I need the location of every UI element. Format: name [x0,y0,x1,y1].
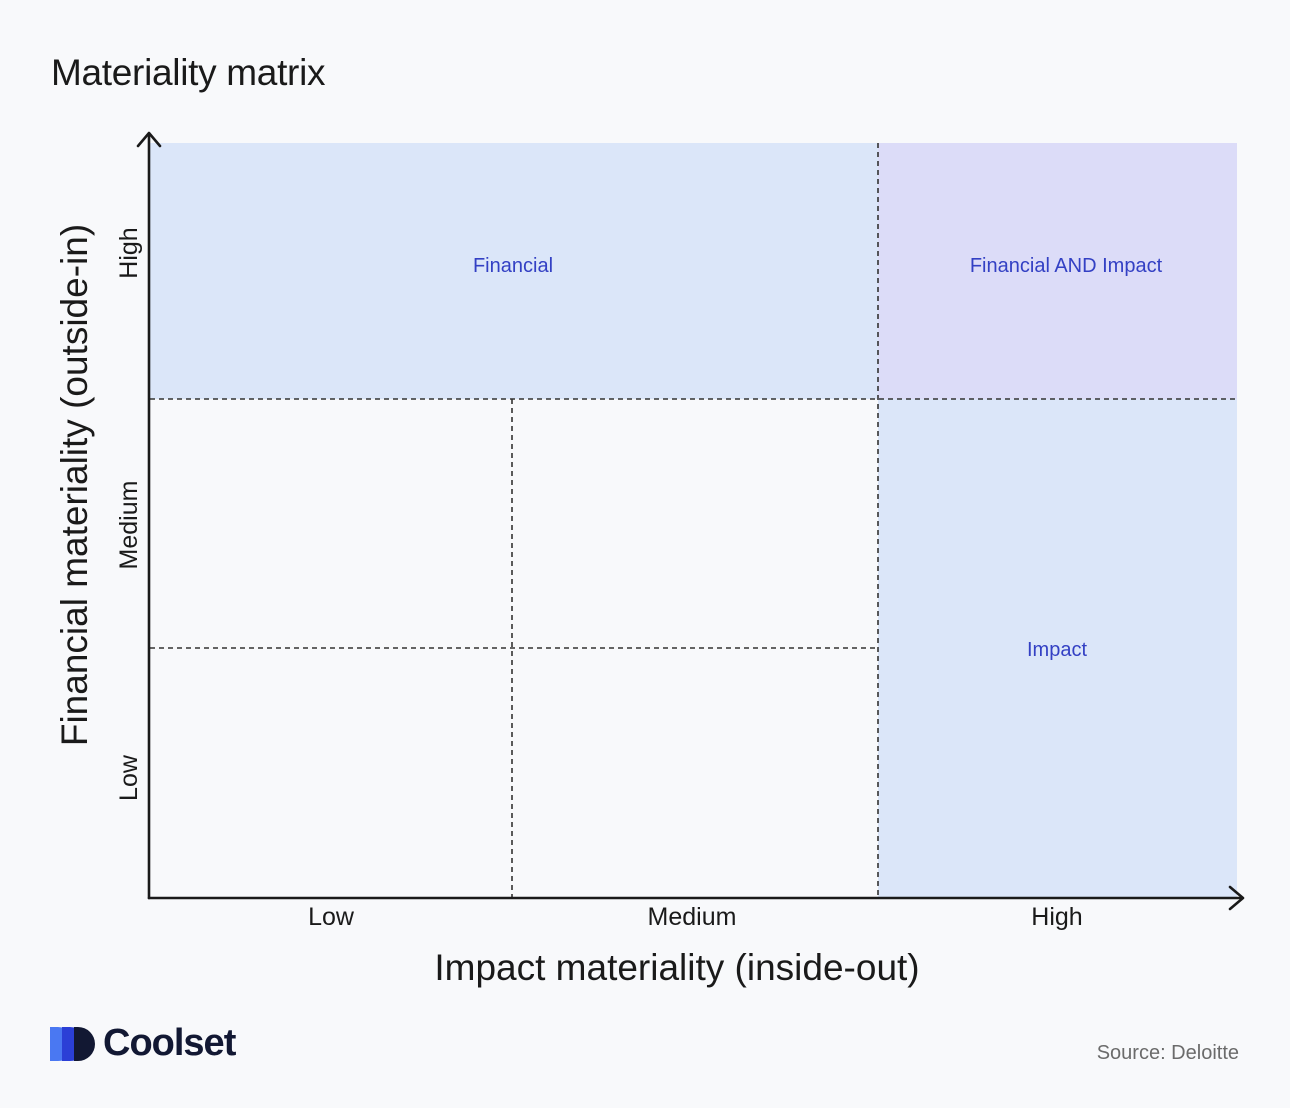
impact-region [878,399,1237,897]
financial-region [150,143,878,399]
x-tick-high: High [1031,903,1082,931]
y-tick-high: High [115,227,143,278]
x-axis-title: Impact materiality (inside-out) [434,947,919,988]
financial-and-impact-region [878,143,1237,399]
impact-region-label: Impact [1027,639,1087,661]
coolset-logo-icon [50,1026,95,1061]
chart-title: Materiality matrix [51,52,326,93]
brand-name: Coolset [103,1022,236,1064]
financial-and-impact-region-label: Financial AND Impact [970,255,1163,277]
x-axis-arrow-icon [1228,885,1245,911]
x-tick-low: Low [308,903,355,931]
financial-region-label: Financial [473,255,553,277]
source-note: Source: Deloitte [1096,1042,1239,1064]
y-axis-title: Financial materiality (outside-in) [54,224,95,746]
materiality-matrix: Financial Financial AND Impact Impact Lo… [54,131,1245,988]
coolset-logo: Coolset [50,1022,236,1065]
y-tick-medium: Medium [115,481,143,570]
x-tick-medium: Medium [648,903,737,931]
y-tick-low: Low [115,754,143,801]
y-axis-arrow-icon [136,131,162,148]
